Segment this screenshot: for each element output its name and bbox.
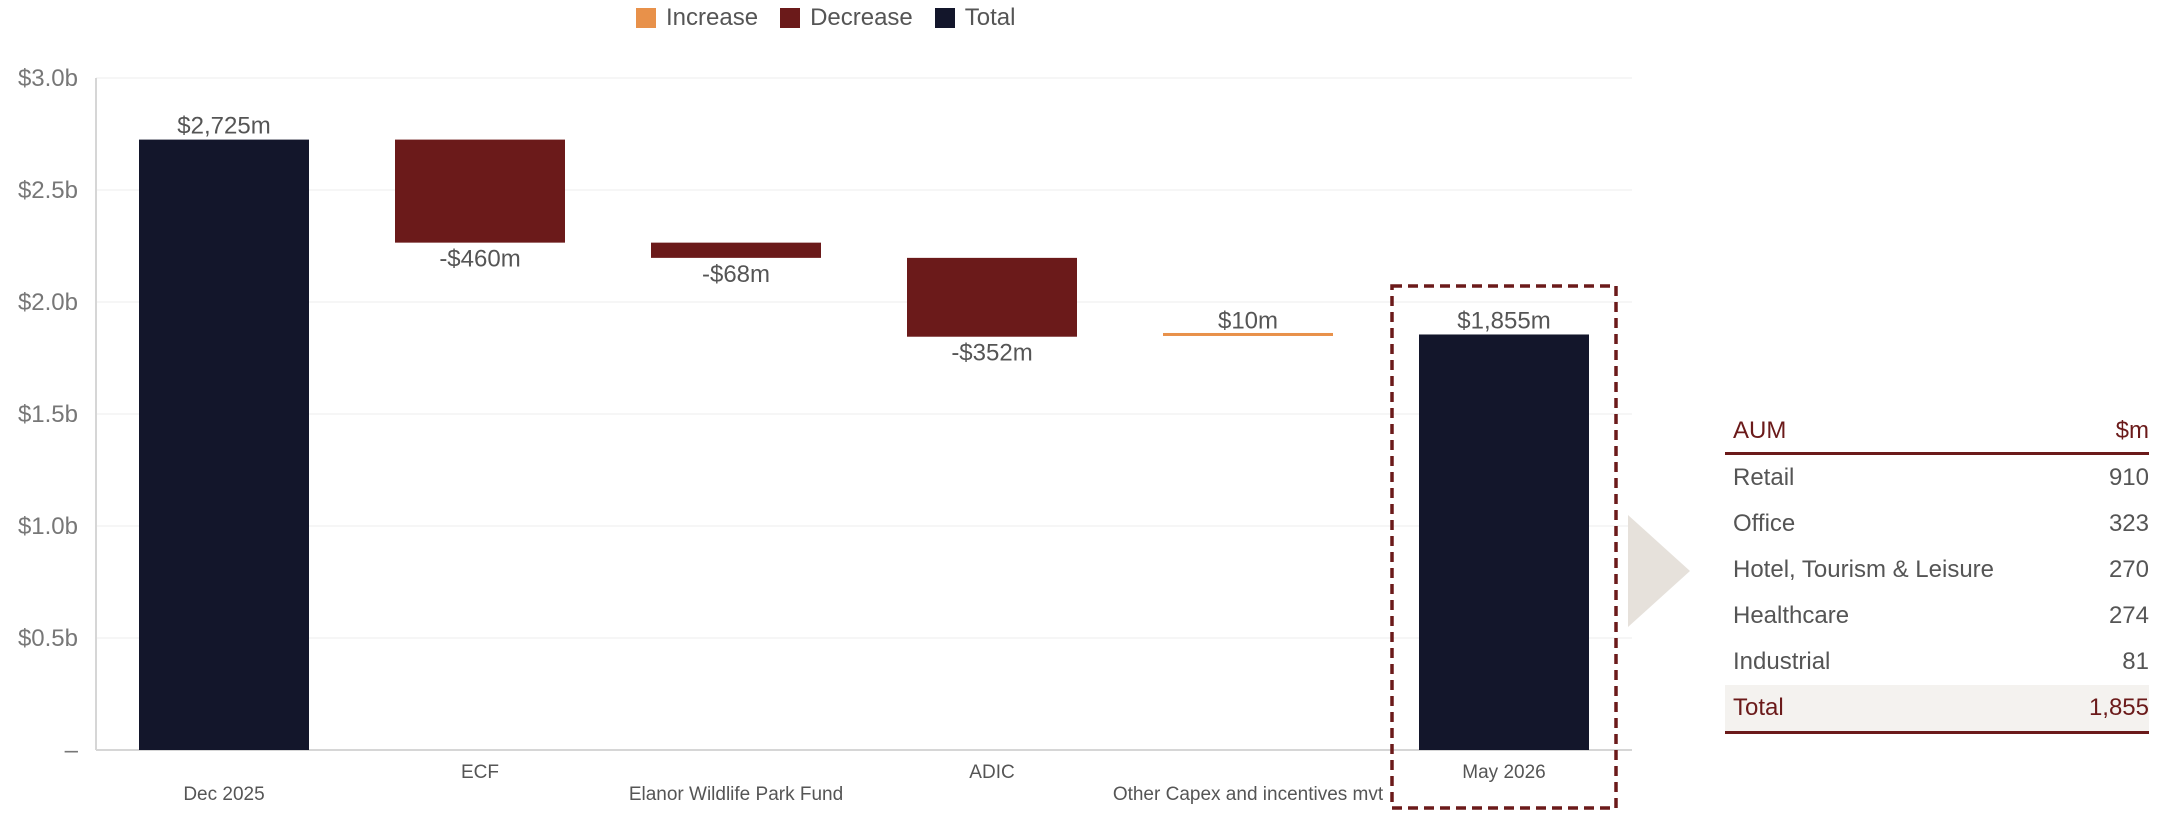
- aum-header-label: AUM: [1733, 417, 1787, 444]
- row-label: Industrial: [1733, 648, 1831, 675]
- highlight-box: [1390, 284, 1618, 810]
- waterfall-chart: – $0.5b $1.0b $1.5b $2.0b $2.5b $3.0b $2,725m De…: [18, 65, 1632, 810]
- arrow-pointer-icon: [1628, 515, 1690, 627]
- x-tick-label: Dec 2025: [183, 784, 264, 805]
- x-tick-label: Other Capex and incentives mvt: [1113, 784, 1384, 805]
- x-tick-label: ECF: [461, 762, 499, 783]
- aum-table: AUM $m Retail 910 Office 323 Hotel, Tour…: [1725, 410, 2149, 734]
- y-tick-label: $2.5b: [18, 177, 78, 204]
- legend-label-total: Total: [964, 4, 1016, 31]
- legend-label-decrease: Decrease: [810, 4, 913, 31]
- legend-swatch-total: [934, 8, 955, 28]
- row-value: 270: [2108, 556, 2149, 583]
- table-row: Healthcare 274: [1725, 593, 2149, 639]
- row-value: 81: [2122, 648, 2149, 675]
- y-tick-label: $0.5b: [18, 625, 78, 652]
- row-value: 274: [2108, 602, 2149, 629]
- bar-elanor-wildlife-park-fund: [651, 242, 821, 258]
- data-label: $10m: [1218, 307, 1278, 334]
- data-label: -$68m: [702, 261, 770, 288]
- legend-swatch-increase: [636, 8, 656, 28]
- legend-item-total: Total: [934, 4, 1016, 32]
- data-label: $2,725m: [177, 113, 270, 140]
- table-row: Retail 910: [1725, 455, 2149, 501]
- row-label: Office: [1733, 510, 1796, 537]
- legend-swatch-decrease: [780, 8, 801, 28]
- table-row: Hotel, Tourism & Leisure 270: [1725, 547, 2149, 593]
- row-label: Retail: [1733, 464, 1795, 491]
- x-tick-label: Elanor Wildlife Park Fund: [629, 784, 843, 805]
- bar-ecf: [395, 139, 565, 243]
- bar-may-2026: [1419, 334, 1589, 750]
- row-value: 910: [2108, 464, 2149, 491]
- y-tick-label: $3.0b: [18, 65, 78, 92]
- data-label: $1,855m: [1457, 307, 1550, 334]
- bar-other-capex-and-incentives-mvt: [1163, 332, 1333, 336]
- x-tick-label: ADIC: [969, 762, 1014, 783]
- y-tick-label: $2.0b: [18, 289, 78, 316]
- chart-legend: Increase Decrease Total: [636, 4, 1015, 32]
- total-value: 1,855: [2088, 694, 2149, 721]
- data-label: -$460m: [439, 246, 520, 273]
- table-row: Industrial 81: [1725, 639, 2149, 685]
- y-tick-label: –: [65, 737, 79, 764]
- table-row: Office 323: [1725, 501, 2149, 547]
- legend-label-increase: Increase: [666, 4, 759, 31]
- row-label: Healthcare: [1733, 602, 1850, 629]
- row-label: Hotel, Tourism & Leisure: [1733, 556, 1994, 583]
- row-value: 323: [2108, 510, 2149, 537]
- legend-item-decrease: Decrease: [780, 4, 913, 32]
- legend-item-increase: Increase: [636, 4, 758, 32]
- x-tick-label: May 2026: [1462, 762, 1545, 783]
- y-tick-label: $1.5b: [18, 401, 78, 428]
- aum-table-header: AUM $m: [1725, 410, 2149, 455]
- data-label: -$352m: [951, 340, 1032, 367]
- bar-adic: [907, 257, 1077, 337]
- aum-header-value: $m: [2115, 417, 2149, 444]
- y-tick-label: $1.0b: [18, 513, 78, 540]
- bar-dec-2025: [139, 139, 309, 751]
- total-label: Total: [1733, 694, 1784, 721]
- aum-table-total: Total 1,855: [1725, 685, 2149, 734]
